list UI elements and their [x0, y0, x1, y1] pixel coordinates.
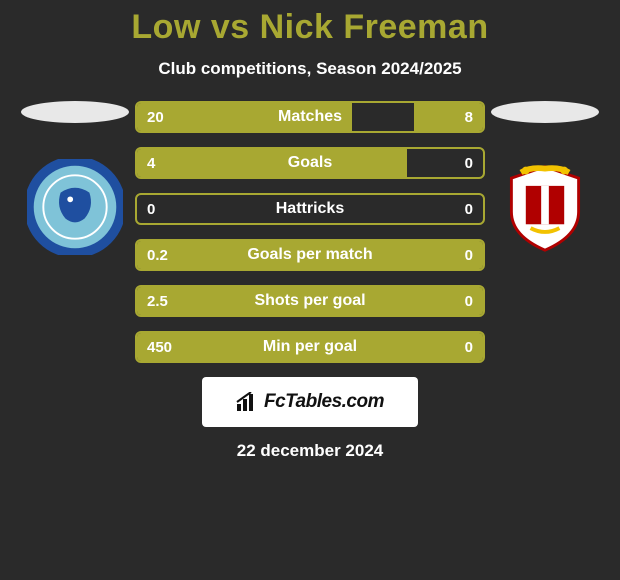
content-row: 20Matches84Goals00Hattricks00.2Goals per…	[0, 101, 620, 363]
bar-label: Hattricks	[137, 200, 483, 218]
stat-bars: 20Matches84Goals00Hattricks00.2Goals per…	[135, 101, 485, 363]
bar-right-value: 8	[465, 109, 473, 126]
watermark-chart-icon	[236, 392, 258, 412]
stat-bar: 2.5Shots per goal0	[135, 285, 485, 317]
stat-bar: 0Hattricks0	[135, 193, 485, 225]
left-club-badge-icon	[27, 159, 123, 255]
right-player-ellipse	[491, 101, 599, 123]
stat-bar: 20Matches8	[135, 101, 485, 133]
bar-label: Goals per match	[137, 246, 483, 264]
bar-right-value: 0	[465, 293, 473, 310]
watermark-text: FcTables.com	[264, 391, 384, 413]
stat-bar: 4Goals0	[135, 147, 485, 179]
right-club-badge-icon	[497, 159, 593, 255]
watermark: FcTables.com	[202, 377, 418, 427]
bar-label: Shots per goal	[137, 292, 483, 310]
left-player-ellipse	[21, 101, 129, 123]
comparison-card: Low vs Nick Freeman Club competitions, S…	[0, 0, 620, 461]
bar-label: Matches	[137, 108, 483, 126]
bar-right-value: 0	[465, 247, 473, 264]
subtitle: Club competitions, Season 2024/2025	[0, 59, 620, 79]
left-player-column	[15, 101, 135, 255]
stat-bar: 450Min per goal0	[135, 331, 485, 363]
bar-label: Min per goal	[137, 338, 483, 356]
bar-right-value: 0	[465, 155, 473, 172]
stat-bar: 0.2Goals per match0	[135, 239, 485, 271]
right-player-column	[485, 101, 605, 255]
bar-right-value: 0	[465, 201, 473, 218]
date-label: 22 december 2024	[0, 441, 620, 461]
page-title: Low vs Nick Freeman	[0, 8, 620, 47]
bar-right-value: 0	[465, 339, 473, 356]
bar-label: Goals	[137, 154, 483, 172]
